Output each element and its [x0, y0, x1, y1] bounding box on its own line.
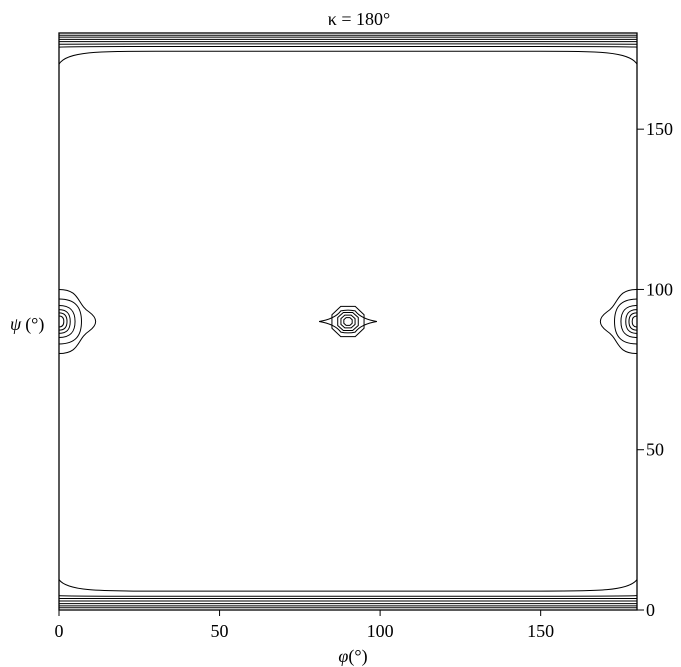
contour-edge-ring — [58, 304, 76, 339]
contour-center-ring — [337, 312, 359, 331]
x-tick-label: 0 — [55, 621, 64, 641]
x-tick-label: 100 — [367, 621, 394, 641]
contour-top-band — [58, 50, 638, 65]
contour-center-ring — [343, 317, 353, 326]
contour-edge-ring — [58, 309, 71, 334]
y-tick-label: 0 — [646, 600, 655, 620]
x-axis-label: φ(°) — [338, 646, 367, 667]
contour-lines — [58, 34, 638, 609]
contour-edge-ring — [58, 288, 97, 355]
y-tick-label: 150 — [646, 119, 673, 139]
y-axis-symbol: ψ — [10, 314, 22, 334]
y-tick-label: 50 — [646, 440, 664, 460]
contour-bottom-band — [58, 579, 638, 592]
axis-ticks: 0 50 100 150 0 50 100 150 — [55, 119, 674, 641]
x-tick-label: 50 — [211, 621, 229, 641]
chart-title: κ = 180° — [328, 9, 390, 29]
contour-bottom-band — [58, 595, 638, 597]
contour-edge-ring — [631, 315, 638, 328]
x-tick-label: 150 — [527, 621, 554, 641]
contour-center-ring — [331, 305, 365, 338]
plot-frame — [58, 32, 638, 611]
x-axis-symbol: φ — [338, 646, 348, 666]
contour-edge-ring — [620, 304, 638, 339]
contour-center-ring — [340, 314, 356, 329]
contour-top-band — [58, 45, 638, 48]
contour-edge-ring — [625, 309, 638, 334]
y-axis-unit: (°) — [25, 314, 44, 335]
y-axis-label: ψ (°) — [10, 314, 44, 335]
contour-edge-ring — [58, 298, 82, 345]
contour-edge-ring — [628, 312, 638, 331]
contour-edge-ring — [599, 288, 638, 355]
contour-edge-ring — [614, 298, 638, 345]
x-axis-unit: (°) — [348, 646, 367, 667]
contour-edge-ring — [58, 315, 65, 328]
contour-center-ring — [319, 309, 377, 334]
contour-edge-ring — [58, 312, 68, 331]
y-tick-label: 100 — [646, 279, 673, 299]
